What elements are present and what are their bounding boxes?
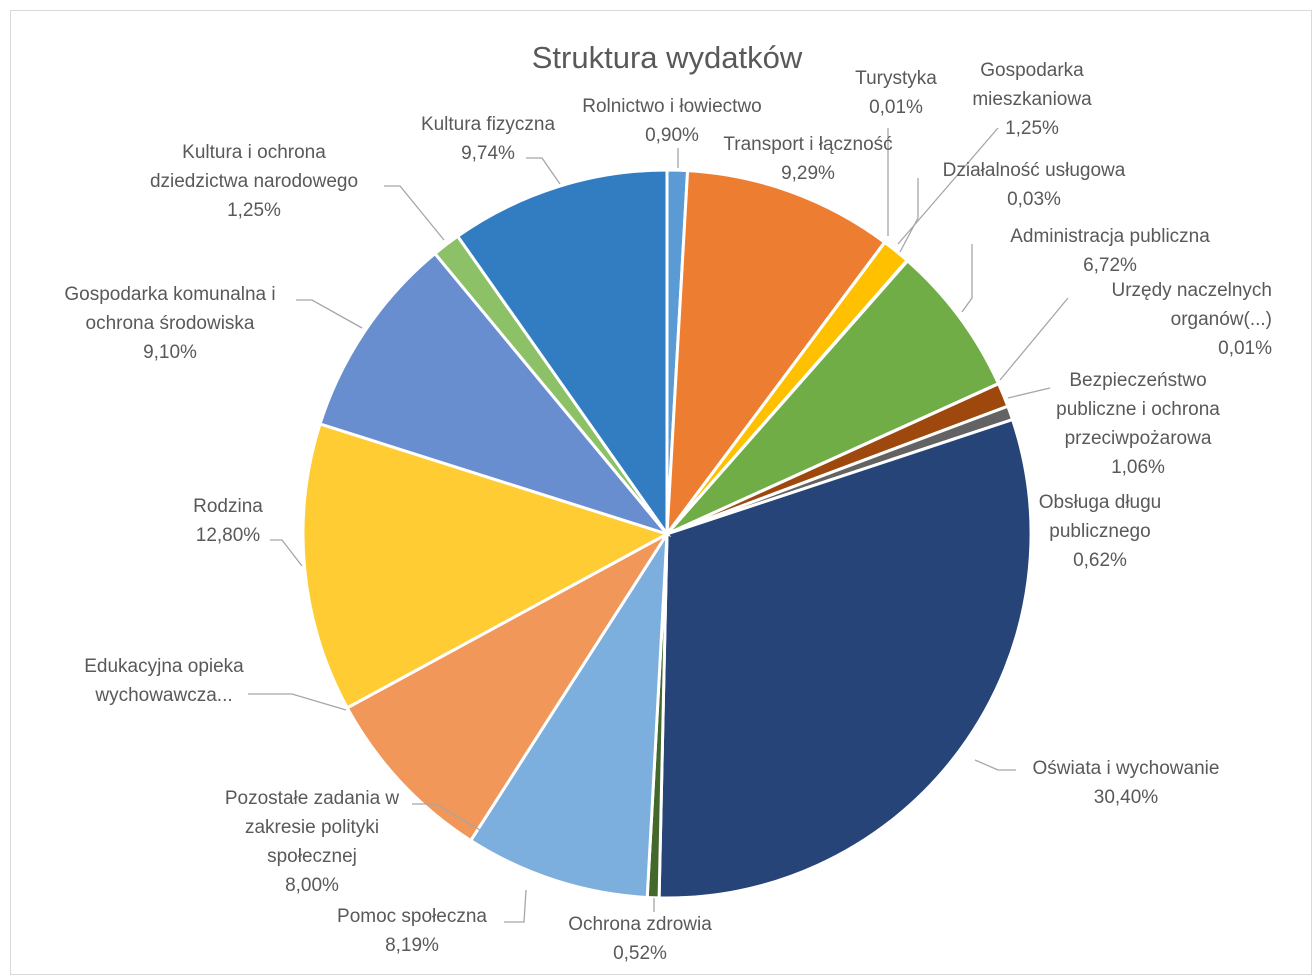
data-label-category-8-1: publicznego <box>1049 521 1150 542</box>
leader-lines <box>248 127 1069 923</box>
data-label-category-1-0: Transport i łączność <box>723 134 892 155</box>
chart-title: Struktura wydatków <box>532 40 803 75</box>
leader-line-16 <box>384 185 445 241</box>
data-label-value-2: 0,01% <box>869 97 923 118</box>
data-label-value-8: 0,62% <box>1073 550 1127 571</box>
data-label-value-14: 12,80% <box>196 525 261 546</box>
data-label-category-16-1: dziedzictwa narodowego <box>150 171 358 192</box>
data-label-category-15-0: Gospodarka komunalna i <box>64 284 275 305</box>
leader-line-11 <box>504 889 527 923</box>
data-label-category-3-1: mieszkaniowa <box>972 89 1092 110</box>
leader-line-14 <box>270 539 303 567</box>
data-label-category-0-0: Rolnictwo i łowiectwo <box>582 96 762 117</box>
data-label-category-7-0: Bezpieczeństwo <box>1069 370 1206 391</box>
data-label-category-8-0: Obsługa długu <box>1039 492 1162 513</box>
slice-1 <box>665 168 887 539</box>
data-label-value-1: 9,29% <box>781 163 835 184</box>
data-label-category-5-0: Administracja publiczna <box>1010 226 1210 247</box>
data-label-category-7-1: publiczne i ochrona <box>1056 399 1220 420</box>
data-label-category-2-0: Turystyka <box>855 68 937 89</box>
data-label-value-3: 1,25% <box>1005 118 1059 139</box>
data-label-category-12-0: Pozostałe zadania w <box>225 788 400 809</box>
data-label-value-17: 9,74% <box>461 143 515 164</box>
leader-line-12 <box>412 803 481 831</box>
slice-14 <box>301 422 671 710</box>
data-label-value-15: 9,10% <box>143 342 197 363</box>
data-label-category-9-0: Oświata i wychowanie <box>1033 758 1220 779</box>
leader-line-9 <box>974 759 1016 771</box>
data-label-category-7-2: przeciwpożarowa <box>1065 428 1212 449</box>
data-label-category-6-1: organów(...) <box>1171 309 1272 330</box>
slice-12 <box>345 532 669 843</box>
data-label-category-10-0: Ochrona zdrowia <box>568 914 712 935</box>
data-label-value-0: 0,90% <box>645 125 699 146</box>
data-label-category-14-0: Rodzina <box>193 496 263 517</box>
data-label-value-4: 0,03% <box>1007 189 1061 210</box>
data-label-value-12: 8,00% <box>285 875 339 896</box>
data-label-category-16-0: Kultura i ochrona <box>182 142 326 163</box>
data-label-value-10: 0,52% <box>613 943 667 964</box>
data-label-category-6-0: Urzędy naczelnych <box>1111 280 1272 301</box>
leader-line-13 <box>248 693 347 711</box>
data-label-category-15-1: ochrona środowiska <box>86 313 255 334</box>
data-labels: Rolnictwo i łowiectwo 0,90% Transport i łą… <box>64 60 1272 964</box>
data-label-category-13-1: wychowawcza... <box>94 685 232 706</box>
data-label-value-7: 1,06% <box>1111 457 1165 478</box>
slice-11 <box>468 528 669 900</box>
data-label-value-6: 0,01% <box>1218 338 1272 359</box>
pie-slices <box>301 168 1033 900</box>
data-label-category-12-1: zakresie polityki <box>245 817 379 838</box>
data-label-category-3-0: Gospodarka <box>980 60 1084 81</box>
data-label-category-12-2: społecznej <box>267 846 357 867</box>
data-label-category-13-0: Edukacyjna opieka <box>84 656 244 677</box>
data-label-value-9: 30,40% <box>1094 787 1159 808</box>
slice-9 <box>657 417 1033 900</box>
slice-5 <box>665 258 1001 536</box>
slice-17 <box>455 168 669 539</box>
slice-15 <box>318 251 672 537</box>
leader-line-4 <box>899 178 919 253</box>
data-label-category-4-0: Działalność usługowa <box>943 160 1126 181</box>
data-label-category-11-0: Pomoc społeczna <box>337 906 487 927</box>
leader-line-5 <box>961 244 973 313</box>
leader-line-15 <box>296 299 363 329</box>
data-label-category-17-0: Kultura fizyczna <box>421 114 556 135</box>
data-label-value-5: 6,72% <box>1083 255 1137 276</box>
data-label-value-16: 1,25% <box>227 200 281 221</box>
leader-line-7 <box>1007 387 1051 399</box>
data-label-value-11: 8,19% <box>385 935 439 956</box>
leader-line-17 <box>526 157 561 185</box>
leader-line-6 <box>999 297 1069 381</box>
